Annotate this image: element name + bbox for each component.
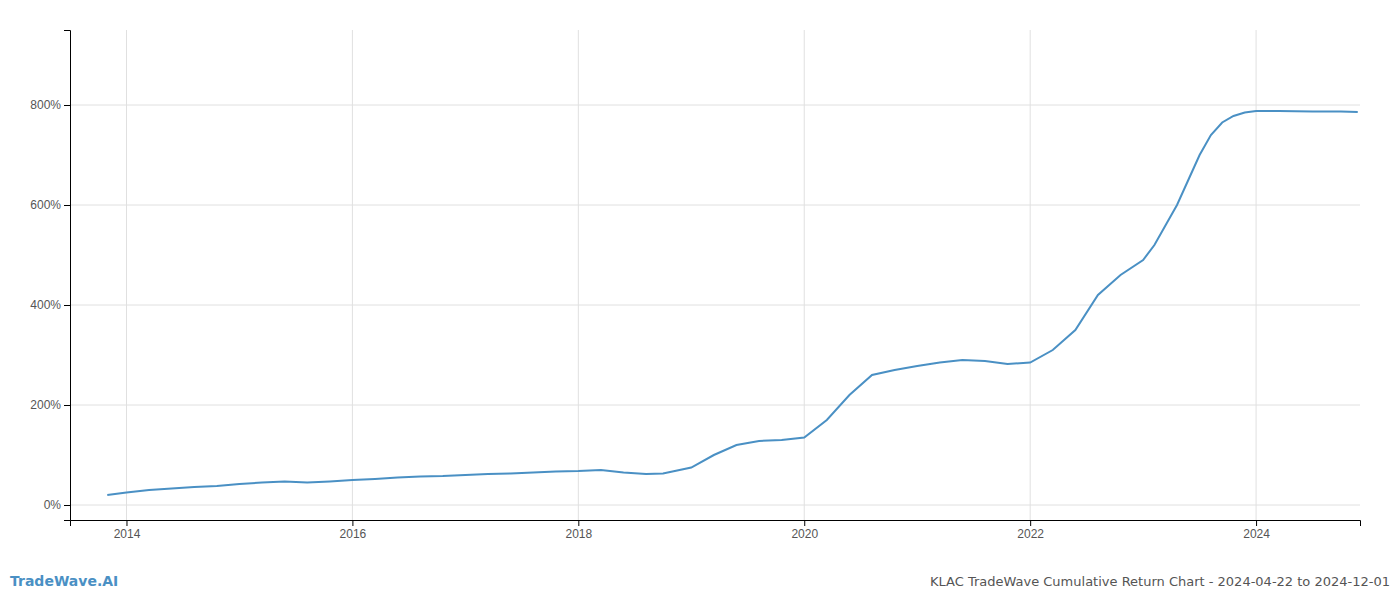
x-tick-label: 2024 bbox=[1243, 527, 1270, 541]
watermark: TradeWave.AI bbox=[10, 573, 118, 589]
grid-line-x bbox=[1030, 30, 1031, 520]
x-axis-line bbox=[71, 521, 1361, 527]
grid-line-x bbox=[352, 30, 353, 520]
x-tick-mark bbox=[804, 520, 805, 526]
x-tick-label: 2018 bbox=[565, 527, 592, 541]
line bbox=[107, 111, 1357, 495]
x-tick-mark bbox=[1030, 520, 1031, 526]
y-tick: 200% bbox=[30, 398, 70, 412]
grid-line-y bbox=[70, 505, 1360, 506]
grid-line-y bbox=[70, 305, 1360, 306]
x-tick-mark bbox=[1256, 520, 1257, 526]
grid bbox=[70, 30, 1360, 520]
y-tick-label: 200% bbox=[30, 398, 61, 412]
grid-line-x bbox=[126, 30, 127, 520]
x-tick-mark bbox=[352, 520, 353, 526]
plot-area bbox=[107, 111, 1357, 495]
x-tick-label: 2014 bbox=[114, 527, 141, 541]
y-tick-label: 800% bbox=[30, 98, 61, 112]
x-tick: 2016 bbox=[340, 520, 367, 541]
grid-line-x bbox=[578, 30, 579, 520]
title: KLAC TradeWave Cumulative Return Chart -… bbox=[930, 574, 1390, 589]
x-tick-label: 2022 bbox=[1017, 527, 1044, 541]
y-tick: 0% bbox=[44, 498, 70, 512]
x-tick-mark bbox=[126, 520, 127, 526]
y-tick-label: 0% bbox=[44, 498, 62, 512]
y-tick-label: 400% bbox=[30, 298, 61, 312]
grid-line-y bbox=[70, 405, 1360, 406]
grid-line-y bbox=[70, 205, 1360, 206]
y-tick-mark bbox=[64, 305, 70, 306]
y-tick-mark bbox=[64, 405, 70, 406]
x-tick-label: 2020 bbox=[791, 527, 818, 541]
x-tick: 2022 bbox=[1017, 520, 1044, 541]
grid-line-x bbox=[804, 30, 805, 520]
y-tick: 600% bbox=[30, 198, 70, 212]
y-tick-mark bbox=[64, 505, 70, 506]
y-axis-line bbox=[64, 31, 71, 521]
y-axis: 0% 200% 400% 600% 800% bbox=[30, 31, 70, 521]
x-tick: 2024 bbox=[1243, 520, 1270, 541]
x-axis: 2014 2016 2018 2020 2022 2024 bbox=[71, 520, 1361, 541]
y-tick: 800% bbox=[30, 98, 70, 112]
grid-line-x bbox=[1256, 30, 1257, 520]
x-tick: 2018 bbox=[565, 520, 592, 541]
x-tick-label: 2016 bbox=[340, 527, 367, 541]
y-tick: 400% bbox=[30, 298, 70, 312]
x-tick: 2020 bbox=[791, 520, 818, 541]
y-tick-mark bbox=[64, 205, 70, 206]
chart: 2014 2016 2018 2020 2022 2024 0% 200% 400% 600% 80… bbox=[0, 0, 1400, 600]
grid-line-y bbox=[70, 105, 1360, 106]
y-tick-mark bbox=[64, 105, 70, 106]
x-tick: 2014 bbox=[114, 520, 141, 541]
x-tick-mark bbox=[578, 520, 579, 526]
y-tick-label: 600% bbox=[30, 198, 61, 212]
